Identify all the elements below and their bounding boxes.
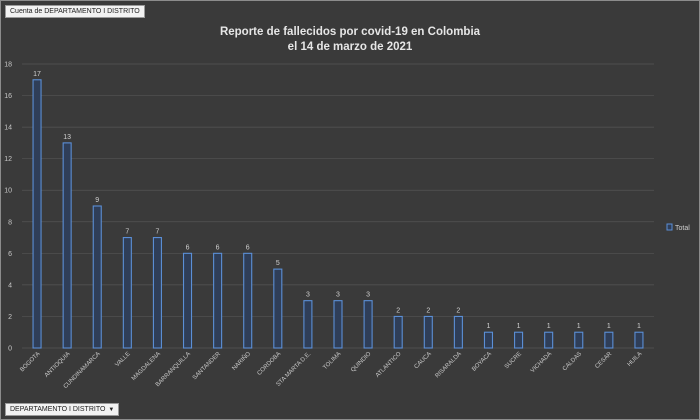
chart-title-line: el 14 de marzo de 2021 xyxy=(288,41,413,53)
data-label: 1 xyxy=(487,323,491,330)
bar xyxy=(213,252,223,349)
y-tick-label: 6 xyxy=(8,251,12,258)
pivot-filter-label: DEPARTAMENTO I DISTRITO xyxy=(10,406,106,413)
bar xyxy=(152,237,162,349)
bar xyxy=(363,300,373,349)
bars: 17 13 9 7 7 6 6 6 5 3 3 3 2 2 2 1 1 1 1 1 1 xyxy=(32,71,644,349)
pivot-field-button[interactable]: Cuenta de DEPARTAMENTO I DISTRITO xyxy=(5,5,145,18)
data-label: 1 xyxy=(517,323,521,330)
data-label: 1 xyxy=(637,323,641,330)
bar xyxy=(62,142,72,349)
bar xyxy=(32,79,42,349)
y-tick-label: 10 xyxy=(4,188,12,195)
x-tick-label: ATLANTICO xyxy=(375,351,403,379)
bar xyxy=(423,315,433,349)
x-tick-label: NARIÑO xyxy=(231,350,253,372)
legend: Total xyxy=(666,223,690,232)
x-tick-label: CALDAS xyxy=(562,351,583,372)
bar xyxy=(634,331,644,349)
y-tick-label: 8 xyxy=(8,219,12,226)
x-tick-label: CAUCA xyxy=(414,351,433,370)
bar xyxy=(453,315,463,349)
x-tick-label: SANTANDER xyxy=(192,351,223,382)
bar xyxy=(273,268,283,349)
data-label: 6 xyxy=(246,244,250,251)
bar xyxy=(393,315,403,349)
data-label: 2 xyxy=(426,307,430,314)
pivot-field-label: Cuenta de DEPARTAMENTO I DISTRITO xyxy=(10,8,140,15)
y-tick-label: 4 xyxy=(8,282,12,289)
bar xyxy=(182,252,193,349)
bar xyxy=(604,331,614,349)
bar xyxy=(544,331,554,349)
data-label: 7 xyxy=(125,229,129,236)
data-label: 17 xyxy=(33,71,41,78)
bar xyxy=(574,331,584,349)
bar xyxy=(303,300,313,349)
data-label: 2 xyxy=(396,307,400,314)
x-tick-label: BOGOTA xyxy=(19,351,41,373)
data-label: 7 xyxy=(155,229,159,236)
data-label: 1 xyxy=(547,323,551,330)
y-axis: 0 2 4 6 8 10 12 14 16 18 xyxy=(4,62,12,353)
dropdown-arrow-icon[interactable]: ▼ xyxy=(108,407,115,413)
chart-title: Reporte de fallecidos por covid-19 en Co… xyxy=(220,26,481,53)
data-label: 3 xyxy=(336,292,340,299)
data-label: 9 xyxy=(95,197,99,204)
x-tick-label: TOLIMA xyxy=(322,351,342,371)
x-tick-label: RISARALDA xyxy=(434,351,462,379)
x-tick-label: SUCRE xyxy=(504,351,523,370)
data-label: 2 xyxy=(456,307,460,314)
y-tick-label: 2 xyxy=(8,314,12,321)
x-tick-label: VALLE xyxy=(115,351,132,368)
y-tick-label: 16 xyxy=(4,93,12,100)
x-tick-label: ANTIOQUIA xyxy=(44,351,72,379)
data-label: 6 xyxy=(186,244,190,251)
legend-label: Total xyxy=(675,225,690,232)
bar xyxy=(243,252,253,349)
bar xyxy=(92,205,102,349)
y-tick-label: 12 xyxy=(4,156,12,163)
data-label: 6 xyxy=(216,244,220,251)
data-label: 13 xyxy=(63,134,71,141)
y-tick-label: 18 xyxy=(4,62,12,69)
chart-title-line: Reporte de fallecidos por covid-19 en Co… xyxy=(220,26,481,38)
bar xyxy=(122,237,132,349)
pivot-filter-button[interactable]: DEPARTAMENTO I DISTRITO ▼ xyxy=(5,403,120,416)
bar xyxy=(333,300,343,349)
data-label: 5 xyxy=(276,260,280,267)
x-tick-label: BOYACA xyxy=(471,351,493,373)
y-tick-label: 14 xyxy=(4,125,12,132)
bar xyxy=(514,331,524,349)
data-label: 3 xyxy=(306,292,310,299)
x-tick-label: CORDOBA xyxy=(257,351,283,377)
bar xyxy=(483,331,494,349)
x-tick-label: VICHADA xyxy=(530,351,553,374)
x-tick-label: MAGDALENA xyxy=(131,351,162,382)
y-tick-label: 0 xyxy=(8,346,12,353)
x-tick-label: QUINDIO xyxy=(350,351,373,374)
data-label: 1 xyxy=(607,323,611,330)
legend-swatch xyxy=(666,223,673,231)
data-label: 1 xyxy=(577,323,581,330)
x-tick-label: CESAR xyxy=(594,351,613,370)
data-label: 3 xyxy=(366,292,370,299)
x-tick-label: HUILA xyxy=(627,351,644,368)
